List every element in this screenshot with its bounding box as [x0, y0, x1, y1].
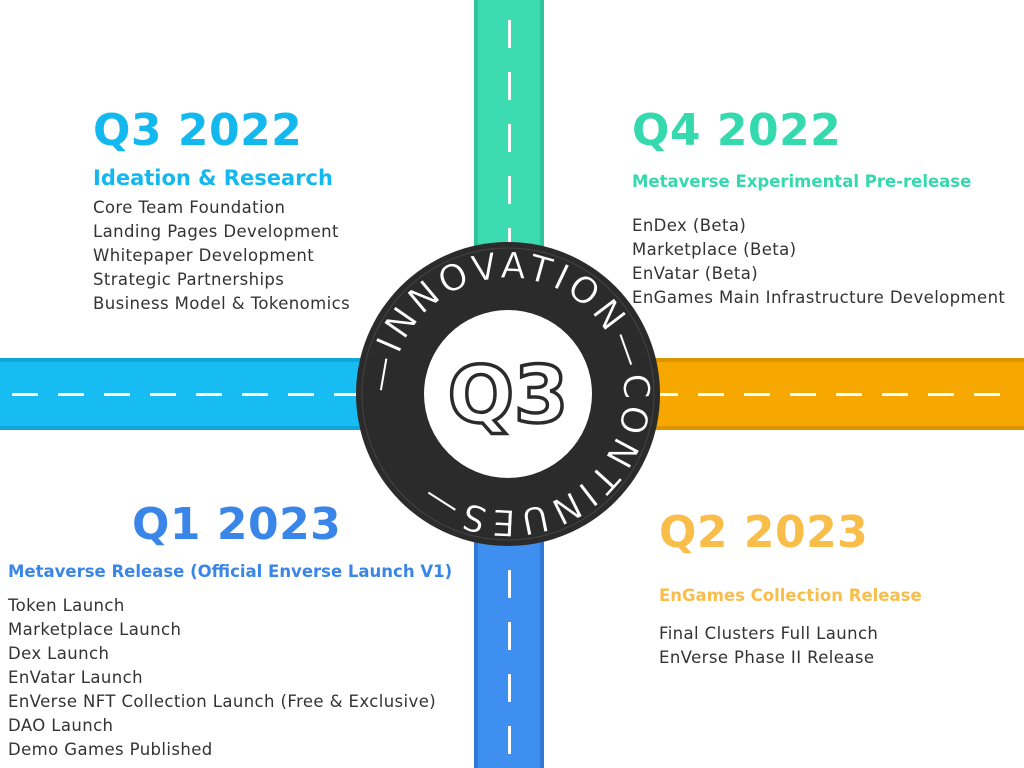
q1-2023-list: Token Launch Marketplace Launch Dex Laun…	[8, 594, 452, 762]
q3-2022-title: Q3 2022	[93, 105, 303, 156]
lane-dash	[652, 392, 678, 396]
q1-2023-item: Demo Games Published	[8, 740, 213, 759]
lane-dash	[928, 392, 954, 396]
quarter-q4-2022: Q4 2022 Metaverse Experimental Pre-relea…	[632, 106, 1005, 310]
q3-2022-subtitle: Ideation & Research	[93, 166, 333, 190]
q3-2022-item: Whitepaper Development	[93, 246, 315, 265]
lane-dash	[334, 392, 360, 396]
lane-dash	[507, 124, 511, 152]
lane-dash	[882, 392, 908, 396]
q1-2023-item: EnVatar Launch	[8, 668, 143, 687]
q1-2023-item: Marketplace Launch	[8, 620, 182, 639]
road-right-orange	[640, 358, 1024, 430]
q4-2022-item: EnDex (Beta)	[632, 216, 747, 235]
lane-dash	[242, 392, 268, 396]
lane-dash	[507, 726, 511, 754]
lane-dash	[507, 228, 511, 256]
q4-2022-subtitle: Metaverse Experimental Pre-release	[632, 172, 972, 191]
q2-2023-subtitle: EnGames Collection Release	[659, 586, 922, 605]
road-left-cyan	[0, 358, 380, 430]
q1-2023-title: Q1 2023	[132, 499, 342, 550]
lane-dash	[196, 392, 222, 396]
lane-dash	[790, 392, 816, 396]
q1-2023-subtitle: Metaverse Release (Official Enverse Laun…	[8, 562, 453, 581]
q3-2022-item: Landing Pages Development	[93, 222, 339, 241]
q2-2023-list: Final Clusters Full Launch EnVerse Phase…	[659, 622, 922, 670]
q3-2022-item: Core Team Foundation	[93, 198, 286, 217]
lane-dash	[507, 570, 511, 598]
q4-2022-title: Q4 2022	[632, 105, 842, 156]
q2-2023-title: Q2 2023	[659, 507, 869, 558]
quarter-q1-2023: Q1 2023 Metaverse Release (Official Enve…	[8, 500, 452, 762]
lane-dash	[507, 622, 511, 650]
q2-2023-item: Final Clusters Full Launch	[659, 624, 879, 643]
lane-dash	[744, 392, 770, 396]
lane-dash	[104, 392, 130, 396]
lane-dash	[507, 20, 511, 48]
emblem-center-label: Q3	[448, 351, 569, 441]
lane-dash	[507, 72, 511, 100]
emblem-inner-disc	[424, 310, 592, 478]
q2-2023-item: EnVerse Phase II Release	[659, 648, 875, 667]
q1-2023-item: DAO Launch	[8, 716, 114, 735]
q3-2022-list: Core Team Foundation Landing Pages Devel…	[93, 196, 350, 316]
quarter-q3-2022: Q3 2022 Ideation & Research Core Team Fo…	[93, 106, 350, 316]
q4-2022-item: EnVatar (Beta)	[632, 264, 759, 283]
q4-2022-item: Marketplace (Beta)	[632, 240, 797, 259]
lane-dash	[150, 392, 176, 396]
lane-dash	[974, 392, 1000, 396]
lane-dash	[58, 392, 84, 396]
lane-dash	[507, 674, 511, 702]
q3-2022-item: Business Model & Tokenomics	[93, 294, 351, 313]
q4-2022-item: EnGames Main Infrastructure Development	[632, 288, 1006, 307]
lane-dash	[288, 392, 314, 396]
lane-dash	[12, 392, 38, 396]
q1-2023-item: Token Launch	[8, 596, 125, 615]
lane-dash	[507, 176, 511, 204]
q1-2023-item: EnVerse NFT Collection Launch (Free & Ex…	[8, 692, 437, 711]
lane-dash	[836, 392, 862, 396]
lane-dash	[698, 392, 724, 396]
q4-2022-list: EnDex (Beta) Marketplace (Beta) EnVatar …	[632, 214, 1005, 310]
quarter-q2-2023: Q2 2023 EnGames Collection Release Final…	[659, 508, 922, 670]
q1-2023-item: Dex Launch	[8, 644, 110, 663]
q3-2022-item: Strategic Partnerships	[93, 270, 285, 289]
